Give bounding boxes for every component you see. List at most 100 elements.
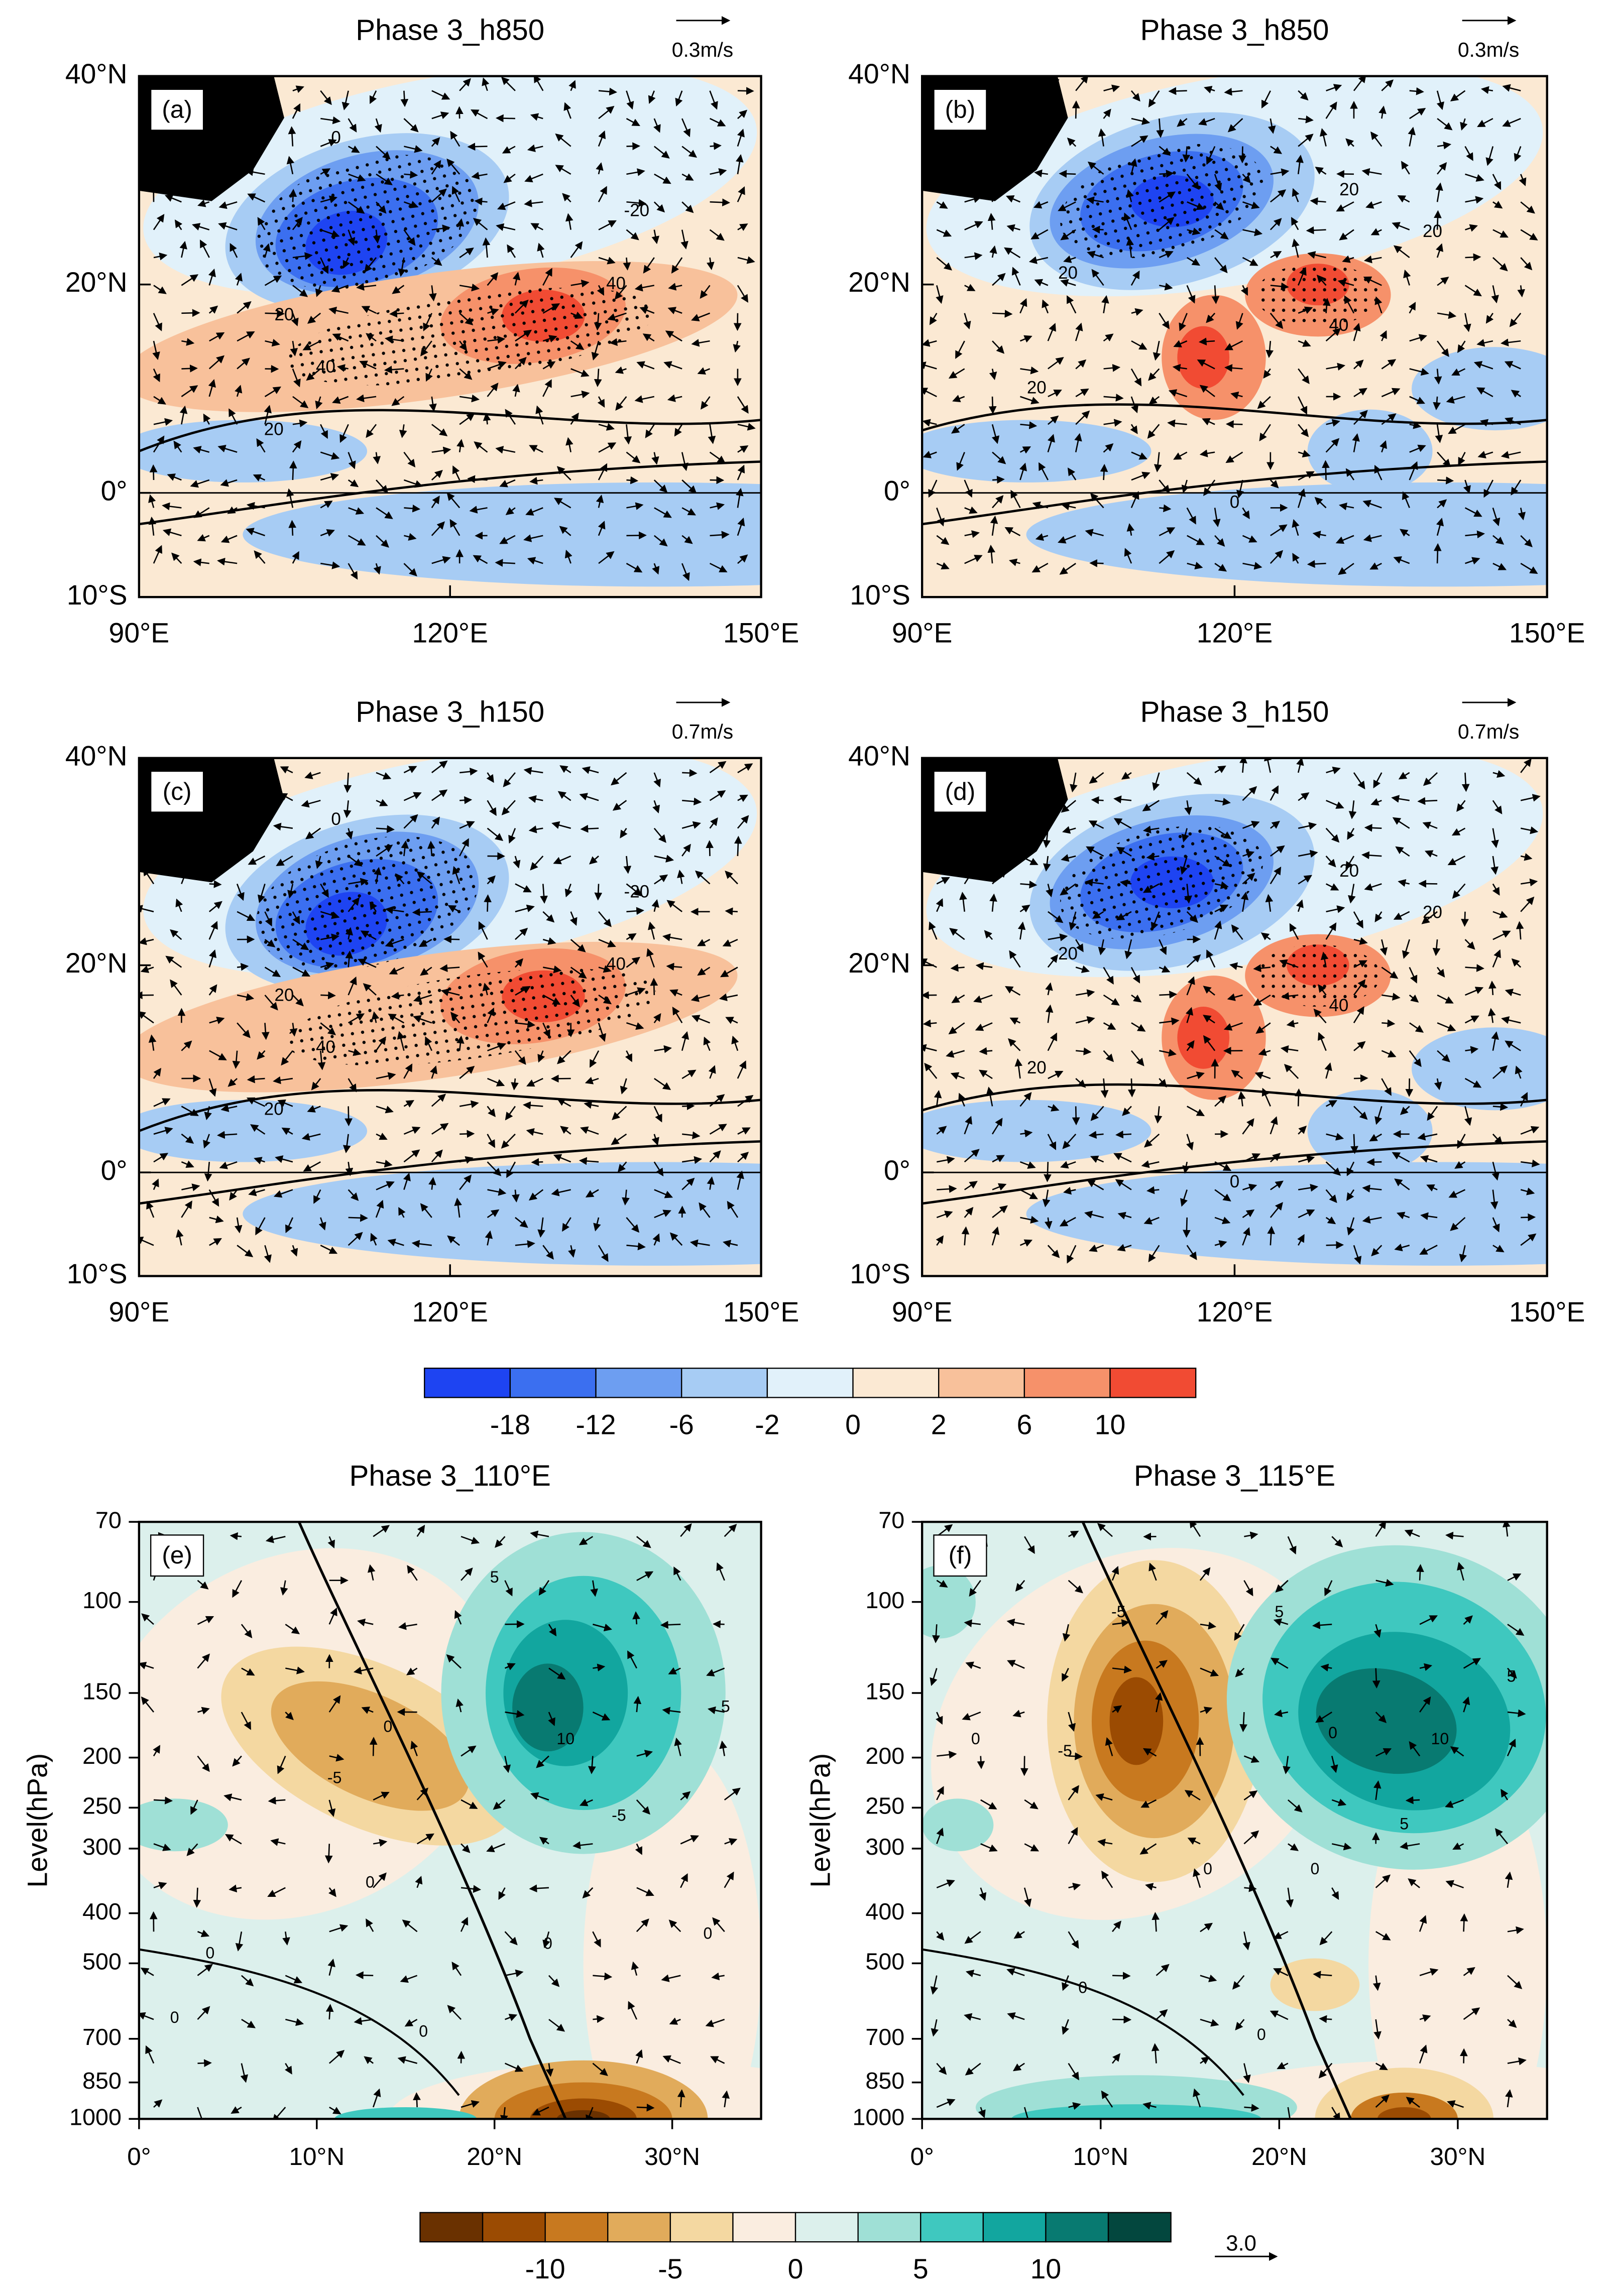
wind-vector [320,451,340,460]
wind-vector [288,520,297,536]
wind-vector [420,340,432,356]
wind-vector [1020,86,1035,95]
wind-vector [615,366,627,374]
contour-label: 40 [316,1037,335,1057]
wind-vector [292,551,299,564]
wind-vector [413,2092,421,2108]
wind-vector [431,469,443,480]
wind-vector [1261,90,1271,109]
wind-vector [568,80,576,91]
wind-vector [591,340,600,361]
wind-vector [147,158,156,175]
y-tick-label: 250 [82,1793,122,1819]
wind-vector [1067,295,1077,314]
shading [139,1100,367,1162]
y-tick-label: 20°N [65,267,128,298]
wind-vector [501,76,516,91]
wind-vector [1030,229,1049,239]
wind-vector [626,562,643,573]
wind-vector [1257,396,1271,409]
field [922,76,1547,597]
wind-vector [348,229,356,246]
wind-vector [674,424,683,437]
wind-vector [392,285,405,294]
wind-vector [359,360,377,370]
wind-vector [237,357,250,370]
wind-vector [320,561,340,569]
colorbar-box [1045,2212,1109,2243]
wind-vector [487,335,506,344]
wind-vector [225,173,238,182]
wind-vector [1182,146,1191,163]
wind-vector [964,530,980,538]
wind-vector [565,213,573,230]
wind-vector [1199,449,1215,457]
wind-vector [542,303,560,314]
wind-vector [1326,362,1346,371]
wind-vector [626,142,641,151]
wind-vector [1048,390,1062,398]
wind-vector [325,2004,334,2020]
wind-vector [1060,229,1076,240]
wind-vector [208,268,216,286]
wind-vector [1020,421,1038,429]
wind-vector [403,563,417,577]
wind-vector [1270,189,1287,203]
wind-vector [709,451,726,464]
wind-vector [929,313,938,325]
wind-vector [474,441,488,453]
wind-vector [1047,79,1060,91]
wind-vector [565,437,573,452]
wind-vector [930,146,938,166]
wind-vector [496,223,516,231]
wind-vector [167,473,182,481]
colorbar-box [857,2212,922,2243]
wind-vector [553,498,571,509]
wind-vector [737,517,745,536]
wind-vector [1103,394,1124,402]
y-tick-label: 20°N [65,947,128,979]
wind-vector [1353,388,1367,397]
contour-label: 20 [1423,221,1442,241]
wind-vector [320,139,337,147]
wind-vector [459,340,468,351]
wind-vector [235,385,243,397]
wind-vector [701,396,711,410]
shading [243,482,761,587]
colorbar-box [595,1367,682,1398]
wind-vector [450,131,461,147]
wind-vector [467,475,488,484]
wind-vector [1187,935,1201,943]
y-tick-label: 850 [82,2068,122,2094]
wind-vector [530,113,543,121]
wind-vector [431,137,440,147]
wind-vector [1085,529,1104,537]
y-tick-label: 10°S [850,1258,910,1289]
wind-vector [256,438,266,453]
y-tick-label: 500 [82,1949,122,1975]
wind-vector [737,223,748,231]
wind-vector [1227,118,1243,133]
wind-vector [1159,170,1174,178]
wind-vector [1203,479,1216,496]
wind-vector [653,201,665,213]
wind-vector [564,549,572,564]
wind-vector [1186,174,1200,190]
y-tick-label: 40°N [65,58,128,89]
shading [922,420,1152,482]
wind-vector [1345,468,1355,480]
wind-vector [374,118,382,133]
wind-vector [636,2103,655,2112]
wind-vector [524,173,543,183]
wind-vector [1042,299,1050,314]
wind-vector [1488,981,1497,996]
wind-vector [149,464,158,480]
wind-vector [1242,173,1251,184]
x-tick-label: 120°E [1197,618,1273,649]
wind-vector [320,195,338,203]
wind-vector [1270,251,1282,259]
wind-vector [1242,228,1263,236]
wind-vector [1336,201,1354,212]
wind-vector [1148,396,1160,405]
wind-vector [1270,168,1290,176]
